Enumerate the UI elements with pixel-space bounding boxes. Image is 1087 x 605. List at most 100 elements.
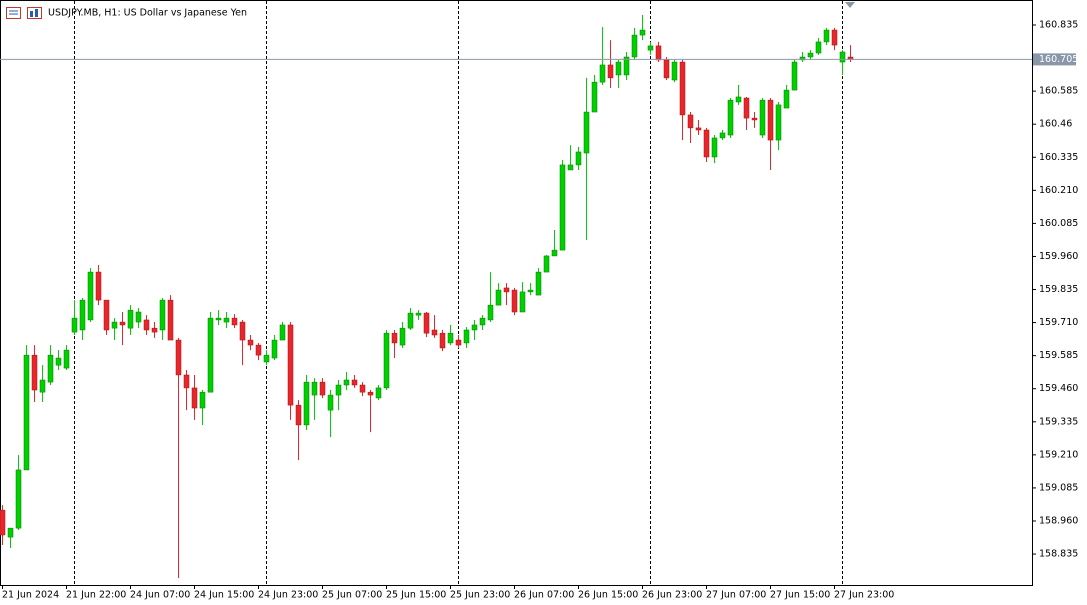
candle-body	[55, 357, 62, 366]
candle-body	[407, 312, 414, 329]
candle-body	[7, 527, 14, 538]
candle-body	[647, 45, 654, 51]
y-tick-label: 159.710	[1039, 317, 1078, 328]
candle-body	[727, 99, 734, 136]
candle-body	[623, 56, 630, 76]
candle-body	[503, 287, 510, 293]
candle-body	[495, 289, 502, 306]
candle-body	[391, 332, 398, 344]
candle-body	[567, 164, 574, 171]
x-tick-label: 26 Jun 07:00	[514, 590, 574, 601]
y-tick-label: 159.460	[1039, 383, 1078, 394]
candle-body	[15, 469, 22, 529]
candle-body	[631, 34, 638, 58]
candle-body	[815, 41, 822, 54]
candle-body	[831, 29, 838, 46]
y-tick-label: 159.085	[1039, 482, 1078, 493]
x-tick-label: 26 Jun 23:00	[642, 590, 702, 601]
candle-body	[143, 319, 150, 331]
candle-body	[247, 339, 254, 346]
candle-body	[519, 291, 526, 313]
candle-body	[783, 89, 790, 109]
last-price-box	[1033, 53, 1076, 66]
y-tick-label: 160.335	[1039, 152, 1078, 163]
candle-body	[415, 312, 422, 316]
candle-body	[719, 132, 726, 139]
candle-body	[471, 324, 478, 331]
candle-body	[119, 321, 126, 326]
x-tick-label: 21 Jun 2024	[2, 590, 59, 601]
candle-body	[23, 354, 30, 471]
candle-body	[399, 327, 406, 346]
candle-body	[639, 29, 646, 36]
candle-body	[263, 354, 270, 363]
candle-body	[199, 391, 206, 409]
candle-body	[231, 317, 238, 326]
candle-body	[807, 52, 814, 58]
candle-body	[0, 509, 6, 536]
candle-body	[207, 317, 214, 393]
candle-body	[423, 312, 430, 334]
candle-body	[671, 61, 678, 81]
candle-body	[383, 332, 390, 389]
candle-body	[743, 97, 750, 119]
candle-body	[655, 45, 662, 61]
candle-body	[63, 349, 70, 369]
candle-body	[87, 271, 94, 321]
candle-body	[151, 327, 158, 333]
candle-body	[559, 164, 566, 251]
last-price-label: 160.705	[1039, 54, 1078, 65]
candle-body	[511, 289, 518, 313]
x-tick-label: 27 Jun 15:00	[770, 590, 830, 601]
y-tick-label: 159.960	[1039, 251, 1078, 262]
candle-body	[191, 387, 198, 409]
candle-body	[223, 317, 230, 323]
x-tick-label: 25 Jun 23:00	[450, 590, 510, 601]
x-tick-label: 25 Jun 07:00	[322, 590, 382, 601]
y-tick-label: 160.210	[1039, 185, 1078, 196]
candle-body	[271, 339, 278, 359]
y-tick-label: 160.585	[1039, 86, 1078, 97]
candle-body	[599, 64, 606, 83]
candle-body	[615, 61, 622, 76]
candle-body	[327, 394, 334, 411]
candle-body	[535, 271, 542, 296]
candle-body	[359, 384, 366, 393]
x-tick-label: 24 Jun 15:00	[194, 590, 254, 601]
candle-body	[71, 317, 78, 333]
candle-body	[431, 329, 438, 336]
y-tick-label: 160.085	[1039, 218, 1078, 229]
candle-body	[551, 249, 558, 257]
candle-body	[543, 255, 550, 273]
candle-body	[711, 137, 718, 158]
candle-body	[31, 354, 38, 391]
candle-body	[663, 59, 670, 79]
candle-body	[295, 404, 302, 426]
candle-body	[455, 339, 462, 346]
candle-body	[479, 317, 486, 326]
candle-body	[303, 381, 310, 426]
candle-body	[439, 332, 446, 349]
y-tick-label: 160.46	[1039, 119, 1072, 130]
candle-body	[487, 304, 494, 321]
candle-body	[135, 311, 142, 323]
candle-body	[799, 56, 806, 61]
symbol-icons	[6, 7, 42, 19]
candle-body	[255, 344, 262, 356]
y-tick-label: 159.585	[1039, 350, 1078, 361]
candle-body	[127, 309, 134, 329]
candle-body	[103, 299, 110, 331]
candle-body	[839, 51, 846, 63]
candle-body	[159, 299, 166, 331]
candle-body	[767, 99, 774, 141]
candle-body	[463, 329, 470, 344]
candle-body	[527, 289, 534, 293]
candle-body	[319, 381, 326, 396]
candle-body	[95, 271, 102, 301]
candle-body	[759, 99, 766, 136]
x-tick-label: 21 Jun 22:00	[66, 590, 126, 601]
x-tick-label: 27 Jun 07:00	[706, 590, 766, 601]
x-tick-label: 26 Jun 15:00	[578, 590, 638, 601]
y-tick-label: 159.335	[1039, 416, 1078, 427]
candle-body	[239, 321, 246, 341]
